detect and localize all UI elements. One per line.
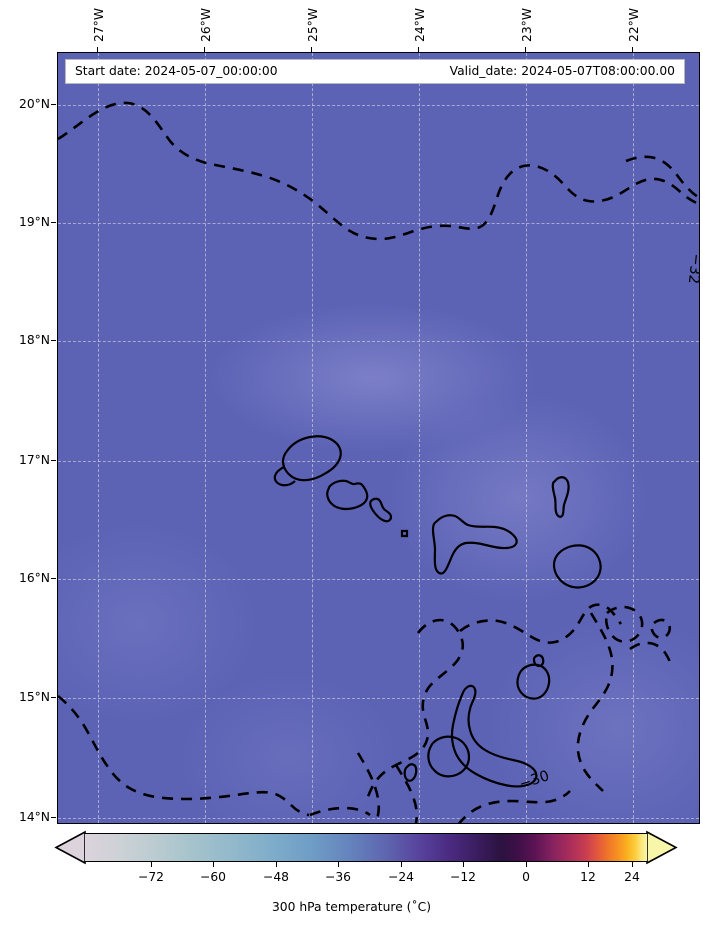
island-sao-vicente — [326, 479, 369, 511]
gridline-horizontal — [58, 105, 699, 106]
date-info-box: Start date: 2024-05-07_00:00:00 Valid_da… — [65, 59, 685, 84]
colorbar-gradient — [85, 833, 647, 862]
y-tick-label: 15°N — [19, 690, 50, 704]
gridline-horizontal — [58, 698, 699, 699]
gridline-vertical — [98, 53, 99, 823]
contour-line-north — [58, 101, 699, 241]
y-tick-label: 14°N — [19, 810, 50, 824]
gridline-vertical — [633, 53, 634, 823]
y-tick-label: 17°N — [19, 453, 50, 467]
gridline-vertical — [205, 53, 206, 823]
gridline-horizontal — [58, 341, 699, 342]
gridline-horizontal — [58, 818, 699, 819]
gridline-horizontal — [58, 579, 699, 580]
valid-date-label: Valid_date: 2024-05-07T08:00:00.00 — [449, 64, 675, 79]
y-tick-mark — [51, 460, 56, 461]
colorbar-extend-arrows — [54, 830, 678, 865]
colorbar-body[interactable]: −72 −60 −48 −36 −24 −12 0 12 24 — [54, 830, 678, 884]
contour-line-bottom-center — [309, 752, 419, 823]
colorbar-tick — [526, 862, 527, 867]
x-tick-label: 22°W — [627, 8, 641, 42]
x-tick-label: 23°W — [520, 8, 534, 42]
colorbar-tick — [588, 862, 589, 867]
gridline-horizontal — [58, 223, 699, 224]
colorbar-arrow-left-icon — [54, 830, 86, 865]
colorbar-tick — [463, 862, 464, 867]
contour-line-northeast — [625, 155, 699, 199]
contour-label: −32 — [685, 253, 700, 285]
x-tick-label: 25°W — [306, 8, 320, 42]
x-tick-mark — [311, 47, 312, 52]
map-overlay: −30 −30 −32 — [58, 101, 700, 823]
island-santo-antao — [273, 435, 342, 487]
x-tick-mark — [525, 47, 526, 52]
contour-label: −30 — [517, 768, 551, 793]
colorbar-caption: 300 hPa temperature (˚C) — [271, 900, 431, 914]
island-santiago — [450, 684, 538, 788]
colorbar-tick-label: −48 — [263, 870, 289, 884]
island-sal — [551, 476, 570, 518]
contour-line-bottom-right — [457, 790, 571, 823]
colorbar-tick — [338, 862, 339, 867]
colorbar-arrow-right-icon — [646, 830, 678, 865]
contour-line-south-central — [364, 618, 465, 804]
x-tick-mark — [97, 47, 98, 52]
y-tick-label: 20°N — [19, 97, 50, 111]
colorbar-tick — [632, 862, 633, 867]
island-fogo — [427, 735, 471, 778]
gridline-vertical — [312, 53, 313, 823]
colorbar-tick-label: 0 — [522, 870, 530, 884]
gridline-horizontal — [58, 461, 699, 462]
island-brava — [403, 763, 418, 782]
contour-line-ne-loop — [604, 605, 644, 643]
y-tick-label: 18°N — [19, 333, 50, 347]
start-date-label: Start date: 2024-05-07_00:00:00 — [75, 64, 278, 79]
y-tick-mark — [51, 340, 56, 341]
colorbar-tick-label: 12 — [580, 870, 596, 884]
colorbar-tick — [401, 862, 402, 867]
y-tick-mark — [51, 222, 56, 223]
y-tick-mark — [51, 697, 56, 698]
y-tick-label: 19°N — [19, 215, 50, 229]
colorbar-tick — [213, 862, 214, 867]
x-tick-mark — [418, 47, 419, 52]
x-tick-mark — [204, 47, 205, 52]
colorbar-tick-label: −60 — [200, 870, 226, 884]
x-tick-label: 26°W — [199, 8, 213, 42]
colorbar[interactable]: −72 −60 −48 −36 −24 −12 0 12 24 300 hPa … — [0, 828, 703, 935]
colorbar-tick-label: −72 — [138, 870, 164, 884]
colorbar-tick — [276, 862, 277, 867]
x-tick-label: 24°W — [413, 8, 427, 42]
island-sao-nicolau — [431, 514, 518, 575]
x-tick-mark — [632, 47, 633, 52]
y-tick-mark — [51, 817, 56, 818]
gridline-vertical — [526, 53, 527, 823]
contour-line-northeast-arc — [459, 603, 623, 644]
y-tick-mark — [51, 104, 56, 105]
x-tick-label: 27°W — [92, 8, 106, 42]
island-boa-vista — [552, 544, 602, 589]
colorbar-tick-label: −12 — [450, 870, 476, 884]
map-plot-area[interactable]: −30 −30 −32 — [57, 52, 700, 824]
y-tick-mark — [51, 578, 56, 579]
colorbar-tick-label: 24 — [624, 870, 640, 884]
colorbar-tick-label: −24 — [388, 870, 414, 884]
island-santa-luzia — [369, 497, 393, 523]
colorbar-tick-label: −36 — [325, 870, 351, 884]
colorbar-tick — [151, 862, 152, 867]
contour-line-southwest — [58, 694, 310, 817]
gridline-vertical — [419, 53, 420, 823]
islet-branco — [400, 529, 409, 538]
y-tick-label: 16°N — [19, 571, 50, 585]
island-maio — [516, 654, 551, 700]
contour-line-east — [576, 612, 672, 792]
